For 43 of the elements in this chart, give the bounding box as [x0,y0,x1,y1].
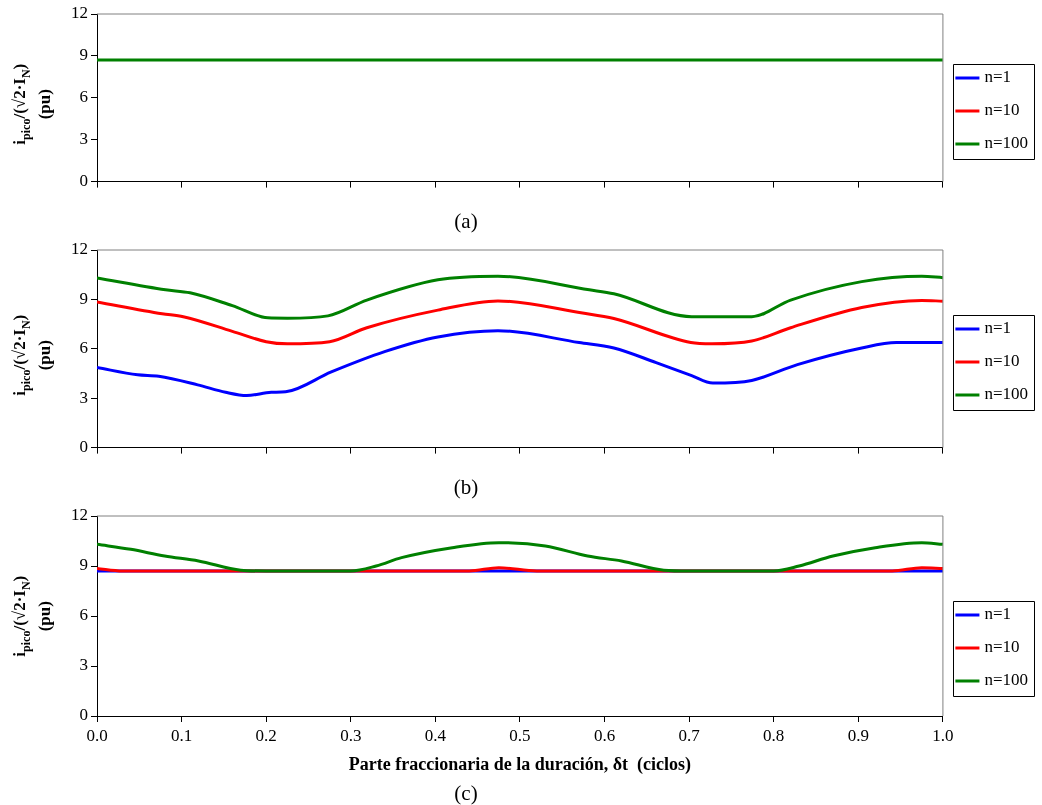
line-series [97,329,943,398]
y-tick-label: 9 [79,288,88,308]
y-tick-label: 6 [79,338,88,358]
x-axis-title: Parte fraccionaria de la duración, δt (ciclos) [348,753,692,775]
y-tick-label: 9 [79,555,88,575]
legend-label: n=1 [984,67,1012,87]
legend-label: n=10 [984,637,1020,657]
y-tick-label: 12 [71,505,88,525]
x-tick-label: 0.7 [678,725,701,745]
x-tick-label: 0.8 [763,725,785,745]
legend-label: n=1 [984,604,1012,624]
line-series [97,541,943,573]
y-tick-label: 9 [79,45,88,65]
legend-label: n=1 [984,318,1012,338]
x-tick-label: 0.1 [170,725,193,745]
y-tick-label: 3 [79,129,88,149]
x-tick-label: 0.5 [509,725,531,745]
y-tick-label: 6 [79,605,88,625]
legend-label: n=10 [984,100,1020,120]
text: (a) [453,208,479,235]
y-tick-label: 0 [79,437,88,457]
text: (b) [452,474,480,501]
x-tick-label: 0.3 [340,725,362,745]
y-tick-label: 12 [71,239,88,259]
x-tick-label: 0.6 [593,725,616,745]
line-series [97,274,943,320]
x-tick-label: 0.9 [847,725,869,745]
line-series [97,298,943,346]
x-tick-label: 0.0 [86,725,108,745]
legend-label: n=100 [984,384,1029,404]
x-tick-label: 0.2 [255,725,277,745]
y-tick-label: 12 [71,3,88,23]
text: (c) [453,780,479,805]
y-tick-label: 3 [79,655,88,675]
legend-label: n=100 [984,133,1029,153]
y-tick-label: 0 [79,705,88,725]
y-tick-label: 3 [79,387,88,407]
y-tick-label: 0 [79,171,88,191]
y-tick-label: 6 [79,87,88,107]
legend-label: n=10 [984,351,1020,371]
x-tick-label: 0.4 [424,725,447,745]
legend-label: n=100 [984,670,1029,690]
x-tick-label: 1.0 [932,725,954,745]
